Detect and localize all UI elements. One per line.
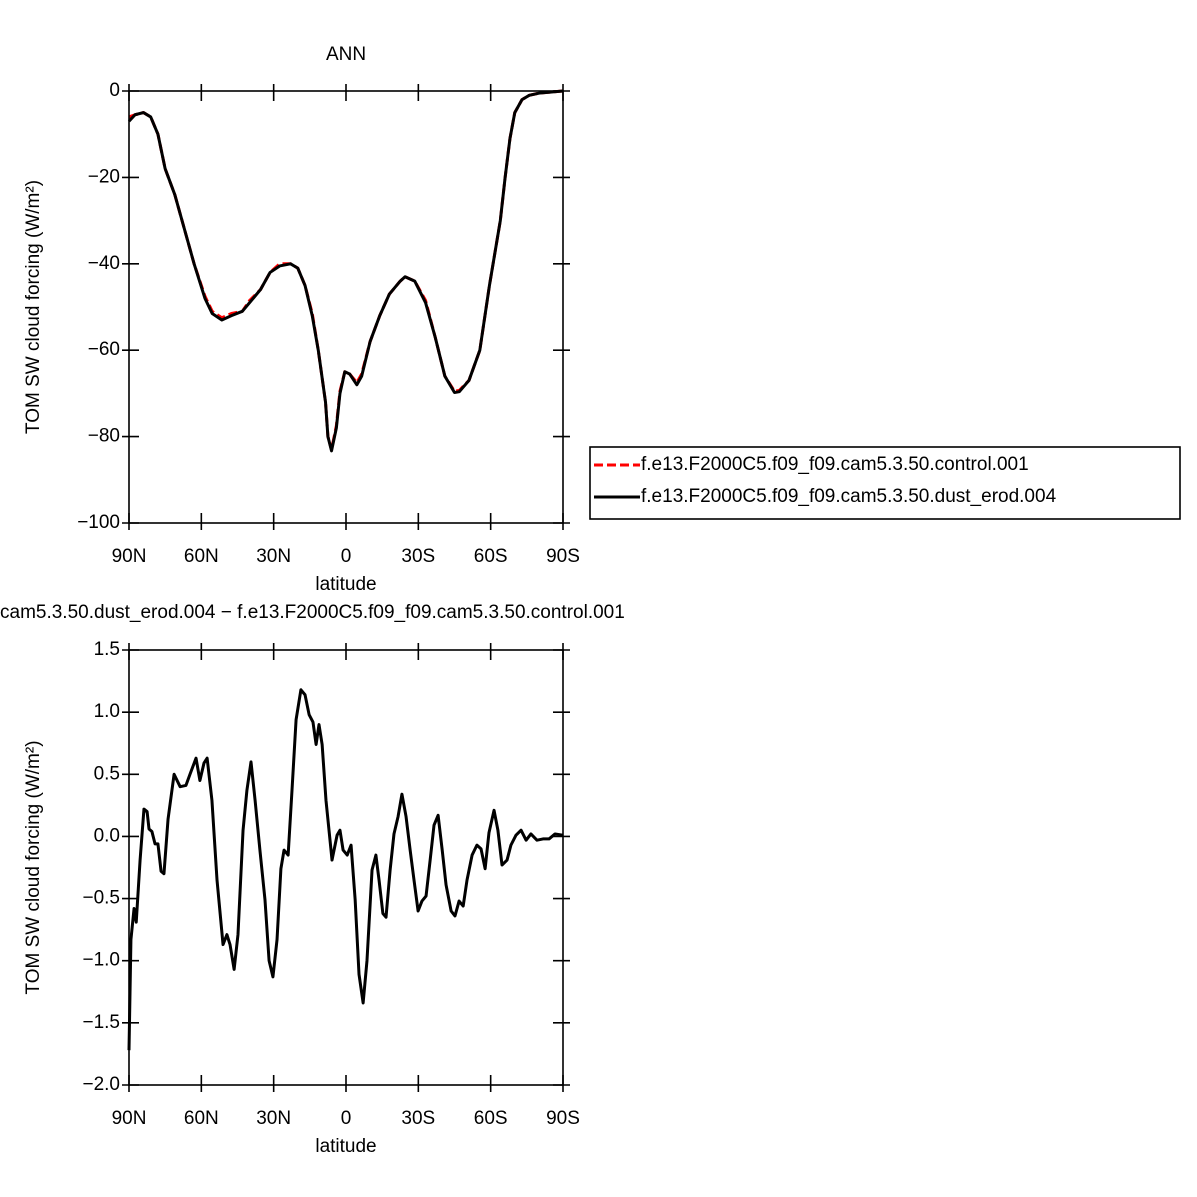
x-tick-label: 0 — [341, 546, 352, 567]
y-tick-label: −60 — [88, 339, 120, 360]
x-tick-label: 60N — [184, 546, 219, 567]
x-tick-label: 60N — [184, 1108, 219, 1129]
x-tick-label: 30N — [256, 1108, 291, 1129]
y-tick-label: −1.0 — [82, 950, 120, 971]
y-tick-label: −80 — [88, 426, 120, 447]
data-line — [128, 89, 564, 452]
plot-frame — [128, 649, 564, 1086]
x-tick-label: 90S — [546, 1108, 580, 1129]
x-axis-label: latitude — [315, 574, 376, 595]
y-axis-label: TOM SW cloud forcing (W/m²) — [23, 740, 44, 994]
data-line — [127, 688, 564, 1051]
y-tick-label: 1.0 — [94, 701, 120, 722]
legend-label: f.e13.F2000C5.f09_f09.cam5.3.50.control.… — [641, 454, 1029, 475]
legend-label: f.e13.F2000C5.f09_f09.cam5.3.50.dust_ero… — [641, 486, 1057, 507]
y-tick-label: 0 — [109, 80, 120, 101]
y-tick-label: 1.5 — [94, 639, 120, 660]
x-tick-label: 0 — [341, 1108, 352, 1129]
chart-title: cam5.3.50.dust_erod.004 − f.e13.F2000C5.… — [0, 602, 625, 623]
y-tick-label: −20 — [88, 166, 120, 187]
y-tick-label: −1.5 — [82, 1012, 120, 1033]
x-tick-label: 30S — [401, 1108, 435, 1129]
y-tick-label: −40 — [88, 253, 120, 274]
chart-title: ANN — [326, 44, 366, 65]
x-tick-label: 90N — [112, 1108, 147, 1129]
y-axis-label: TOM SW cloud forcing (W/m²) — [23, 180, 44, 434]
x-tick-label: 90S — [546, 546, 580, 567]
data-line — [127, 89, 564, 453]
y-tick-label: −100 — [77, 512, 120, 533]
y-tick-label: 0.5 — [94, 763, 120, 784]
legend-box — [589, 446, 1181, 520]
x-tick-label: 30N — [256, 546, 291, 567]
y-tick-label: −2.0 — [82, 1074, 120, 1095]
x-axis-label: latitude — [315, 1136, 376, 1157]
y-tick-label: −0.5 — [82, 888, 120, 909]
x-tick-label: 90N — [112, 546, 147, 567]
x-tick-label: 60S — [474, 546, 508, 567]
y-tick-label: 0.0 — [94, 825, 120, 846]
x-tick-label: 60S — [474, 1108, 508, 1129]
x-tick-label: 30S — [401, 546, 435, 567]
plot-frame — [128, 90, 564, 524]
